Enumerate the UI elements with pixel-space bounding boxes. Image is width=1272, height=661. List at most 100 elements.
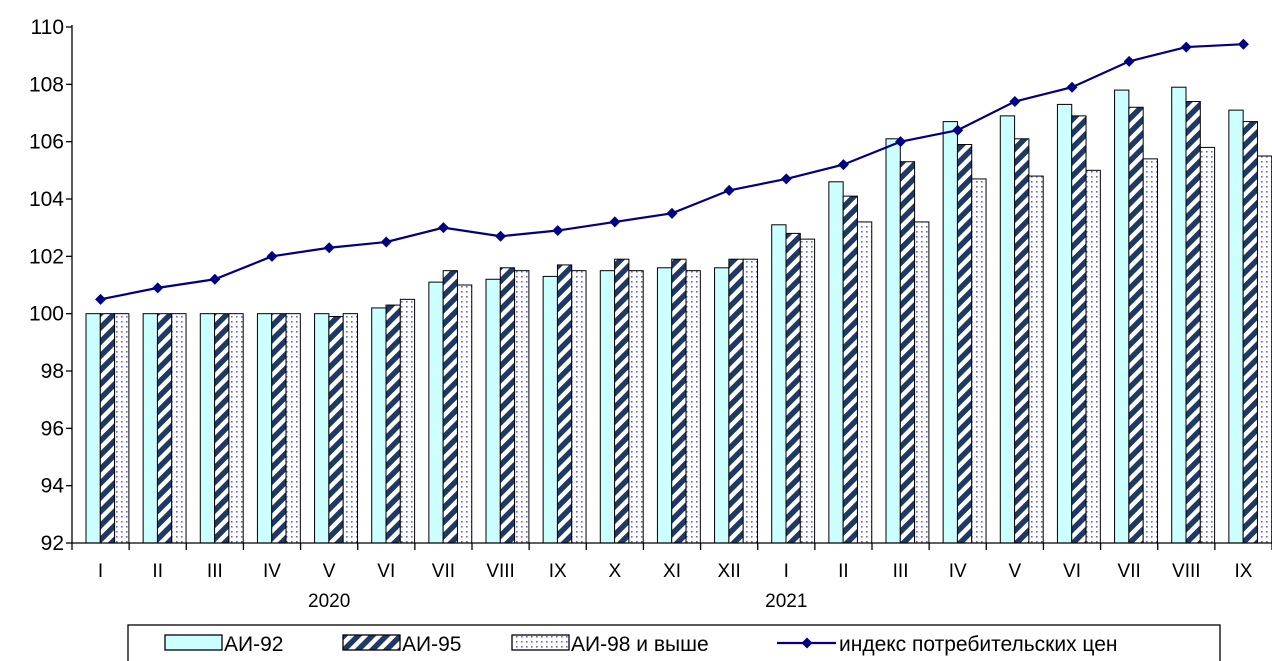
bar-АИ-95-17 — [1014, 138, 1030, 544]
y-tick-label-104: 104 — [29, 188, 64, 211]
cpi-point-7 — [437, 222, 449, 234]
legend: АИ-92 АИ-95 АИ-98 и выше индекс потребитель… — [127, 624, 1221, 661]
bar-АИ-95-7 — [442, 270, 458, 544]
cpi-point-6 — [380, 236, 392, 248]
x-tick-label-21: IX — [1234, 561, 1252, 582]
cpi-point-3 — [209, 273, 221, 285]
cpi-point-15 — [895, 136, 907, 148]
bar-АИ-98 и выше-2 — [171, 313, 187, 544]
bar-АИ-98 и выше-13 — [799, 238, 816, 544]
bar-АИ-92-19 — [1114, 89, 1130, 544]
cpi-line-layer — [95, 38, 1249, 305]
y-tick-label-108: 108 — [29, 73, 64, 96]
cpi-point-5 — [323, 242, 335, 254]
bar-АИ-92-9 — [542, 275, 558, 544]
legend-swatch-2 — [342, 634, 401, 651]
x-tick-label-10: X — [609, 561, 622, 582]
bar-АИ-95-19 — [1128, 106, 1144, 544]
bar-АИ-98 и выше-5 — [342, 313, 358, 544]
bar-АИ-92-13 — [771, 224, 787, 544]
y-tick-label-98: 98 — [41, 360, 64, 383]
legend-label-2: АИ-95 — [402, 633, 461, 656]
bar-АИ-92-6 — [371, 307, 387, 544]
cpi-point-1 — [95, 293, 107, 305]
cpi-point-19 — [1123, 55, 1135, 67]
bar-АИ-95-10 — [614, 258, 630, 544]
bar-АИ-92-15 — [885, 138, 901, 544]
cpi-point-4 — [266, 250, 278, 262]
bar-АИ-95-15 — [899, 161, 916, 544]
bar-АИ-98 и выше-18 — [1085, 169, 1101, 544]
x-tick-label-6: VI — [377, 561, 395, 582]
cpi-point-16 — [952, 124, 964, 136]
x-tick-label-19: VII — [1118, 561, 1141, 582]
bar-АИ-95-13 — [785, 232, 801, 544]
cpi-point-10 — [609, 216, 621, 228]
x-tick-label-20: VIII — [1172, 561, 1201, 582]
bar-АИ-95-3 — [214, 313, 230, 544]
cpi-point-20 — [1180, 41, 1192, 53]
bar-АИ-92-8 — [485, 278, 501, 544]
legend-label-1: АИ-92 — [224, 633, 283, 656]
bar-АИ-95-12 — [728, 258, 744, 544]
y-tick-label-100: 100 — [29, 303, 64, 326]
bar-АИ-98 и выше-3 — [228, 313, 244, 544]
cpi-point-21 — [1237, 38, 1249, 50]
x-tick-label-1: I — [98, 561, 103, 582]
bar-АИ-98 и выше-10 — [628, 270, 644, 544]
x-tick-label-5: V — [323, 561, 336, 582]
bar-АИ-92-16 — [942, 121, 958, 544]
bar-АИ-92-11 — [656, 267, 673, 544]
x-tick-label-8: VIII — [486, 561, 515, 582]
x-tick-label-9: IX — [549, 561, 567, 582]
bar-АИ-95-9 — [556, 264, 573, 544]
y-tick-label-102: 102 — [29, 245, 64, 268]
bar-АИ-98 и выше-6 — [399, 298, 416, 544]
legend-swatch-3 — [511, 634, 570, 651]
bar-АИ-95-14 — [842, 195, 858, 544]
bar-АИ-92-18 — [1056, 103, 1073, 544]
bar-АИ-95-20 — [1185, 101, 1201, 544]
bar-АИ-92-20 — [1171, 86, 1187, 544]
bar-АИ-98 и выше-17 — [1028, 175, 1044, 544]
y-tick-label-94: 94 — [41, 475, 65, 498]
cpi-point-14 — [837, 159, 849, 171]
x-tick-label-18: VI — [1063, 561, 1081, 582]
x-tick-label-3: III — [207, 561, 223, 582]
bar-АИ-95-16 — [956, 144, 973, 544]
bar-АИ-98 и выше-21 — [1256, 155, 1272, 544]
bar-АИ-95-6 — [385, 304, 401, 544]
x-tick-label-2: II — [152, 561, 163, 582]
legend-swatch-marker — [801, 637, 813, 649]
legend-box — [127, 624, 1221, 661]
bar-АИ-98 и выше-12 — [742, 258, 758, 544]
y-tick-label-110: 110 — [31, 16, 64, 39]
bar-АИ-92-3 — [199, 313, 216, 544]
bar-АИ-92-1 — [85, 313, 101, 544]
x-tick-label-16: IV — [949, 561, 967, 582]
cpi-point-2 — [152, 282, 164, 294]
bar-АИ-92-12 — [714, 267, 730, 544]
bar-АИ-98 и выше-16 — [971, 178, 987, 544]
bar-АИ-92-14 — [828, 181, 844, 544]
year-label-2021: 2021 — [765, 591, 807, 612]
bar-АИ-92-17 — [999, 115, 1016, 544]
bar-АИ-92-5 — [314, 313, 330, 544]
y-tick-label-96: 96 — [41, 417, 64, 440]
bar-АИ-92-7 — [428, 281, 444, 544]
x-tick-label-14: II — [838, 561, 849, 582]
x-tick-label-13: I — [784, 561, 789, 582]
bar-АИ-98 и выше-11 — [685, 270, 701, 544]
legend-label-4: индекс потребительских цен — [839, 633, 1118, 656]
bar-АИ-98 и выше-4 — [285, 313, 301, 544]
bar-АИ-98 и выше-20 — [1199, 146, 1216, 544]
cpi-point-11 — [666, 207, 678, 219]
cpi-point-12 — [723, 184, 735, 196]
bar-АИ-95-1 — [99, 313, 116, 544]
bars-layer — [85, 86, 1272, 544]
bar-АИ-98 и выше-7 — [456, 284, 473, 544]
bar-АИ-98 и выше-15 — [914, 221, 930, 544]
bar-АИ-98 и выше-19 — [1142, 158, 1158, 544]
x-tick-label-15: III — [893, 561, 909, 582]
